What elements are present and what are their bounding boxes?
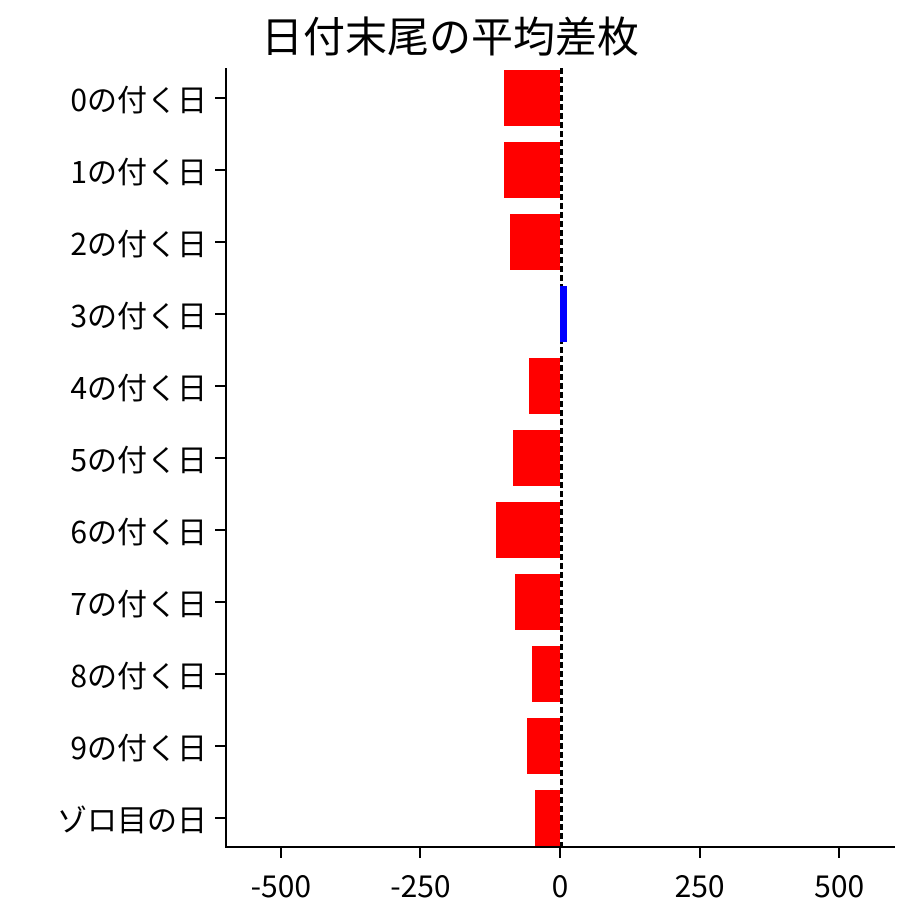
y-tick [215,241,225,243]
y-tick [215,673,225,675]
x-tick [419,848,421,858]
y-tick-label: 3の付く日 [70,292,207,336]
x-tick [699,848,701,858]
bar [560,286,567,342]
bar [510,214,560,270]
bar [527,718,561,774]
bar [532,646,560,702]
y-tick-label: ゾロ目の日 [57,796,207,840]
y-tick-label: 6の付く日 [70,508,207,552]
bar [529,358,560,414]
y-tick-label: 2の付く日 [70,220,207,264]
plot-area: -500-25002505000の付く日1の付く日2の付く日3の付く日4の付く日… [225,68,895,848]
x-tick [559,848,561,858]
y-tick-label: 8の付く日 [70,652,207,696]
y-tick [215,385,225,387]
y-tick [215,313,225,315]
bar [535,790,560,846]
y-tick-label: 5の付く日 [70,436,207,480]
x-tick [838,848,840,858]
x-tick [280,848,282,858]
y-tick-label: 7の付く日 [70,580,207,624]
y-tick [215,169,225,171]
y-tick-label: 4の付く日 [70,364,207,408]
y-tick-label: 9の付く日 [70,724,207,768]
bar [496,502,560,558]
y-tick [215,97,225,99]
x-tick-label: 250 [675,862,725,906]
bar [515,574,560,630]
zero-reference-line [560,68,563,848]
y-tick [215,817,225,819]
y-tick-label: 1の付く日 [70,148,207,192]
y-tick-label: 0の付く日 [70,76,207,120]
x-tick-label: -500 [251,862,311,906]
chart-container: 日付末尾の平均差枚 -500-25002505000の付く日1の付く日2の付く日… [0,0,900,900]
y-axis-line [225,68,227,848]
y-tick [215,601,225,603]
y-tick [215,529,225,531]
x-tick-label: 0 [552,862,569,906]
x-tick-label: 500 [814,862,864,906]
bar [504,142,560,198]
y-tick [215,457,225,459]
chart-title: 日付末尾の平均差枚 [0,4,900,65]
bar [504,70,560,126]
x-tick-label: -250 [390,862,450,906]
y-tick [215,745,225,747]
bar [513,430,560,486]
